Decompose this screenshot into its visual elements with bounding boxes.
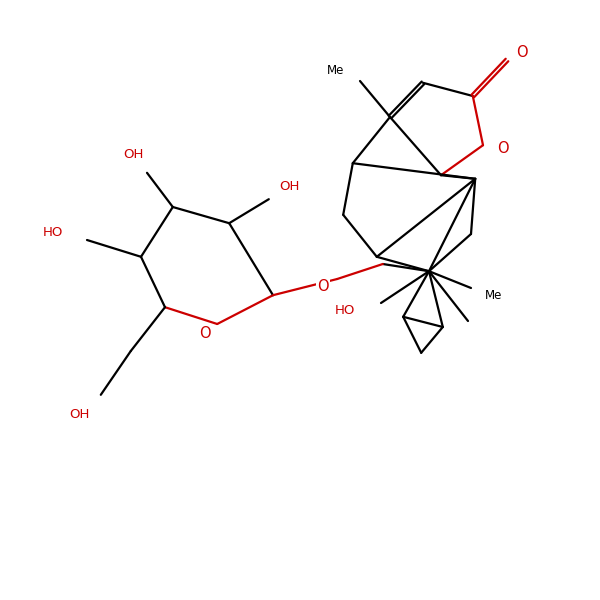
- Text: OH: OH: [69, 407, 89, 421]
- Text: O: O: [199, 325, 211, 340]
- Text: Me: Me: [328, 64, 344, 77]
- Text: O: O: [317, 280, 329, 294]
- Text: OH: OH: [279, 179, 299, 193]
- Text: HO: HO: [335, 304, 355, 317]
- Text: O: O: [497, 141, 509, 156]
- Text: Me: Me: [485, 289, 502, 302]
- Text: OH: OH: [123, 148, 143, 161]
- Text: O: O: [516, 46, 528, 61]
- Text: HO: HO: [43, 226, 63, 239]
